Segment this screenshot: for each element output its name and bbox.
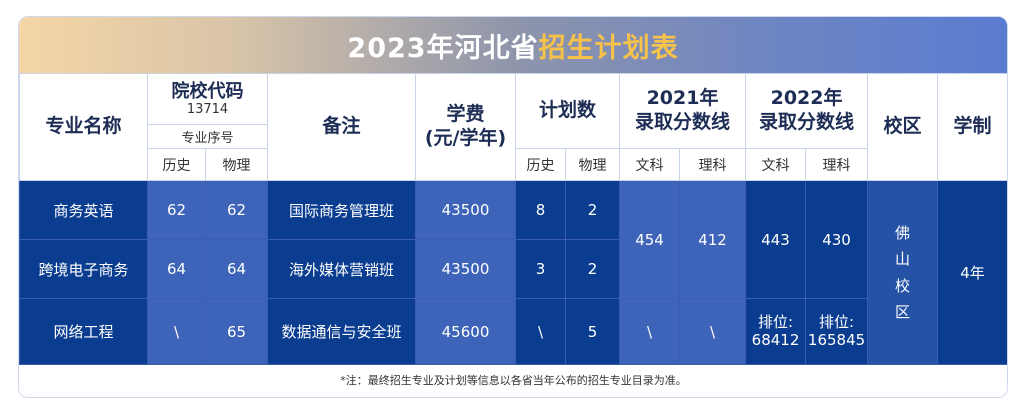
seq-history-cell: 64 bbox=[147, 239, 206, 299]
campus-char: 山 bbox=[895, 250, 911, 269]
seq-history-cell: \ bbox=[147, 298, 206, 365]
title-prefix: 2023年河北省 bbox=[347, 32, 539, 64]
plan-history-cell: 8 bbox=[515, 180, 566, 240]
score-2022-science-cell: 430 bbox=[805, 180, 869, 299]
plan-history-cell: \ bbox=[515, 298, 566, 365]
plan-history-cell: 3 bbox=[515, 239, 566, 299]
campus-char: 区 bbox=[895, 302, 911, 321]
header-major-name: 专业名称 bbox=[19, 73, 148, 181]
tuition-cell: 43500 bbox=[415, 180, 516, 240]
header-2021-arts: 文科 bbox=[619, 148, 681, 181]
header-2022-arts: 文科 bbox=[745, 148, 807, 181]
header-seq-physics: 物理 bbox=[205, 148, 268, 181]
header-tuition: 学费 (元/学年) bbox=[415, 73, 516, 181]
rank-2021-arts-cell: \ bbox=[619, 298, 681, 365]
header-school-code: 院校代码 13714 bbox=[147, 73, 268, 125]
score-2021-arts-cell: 454 bbox=[619, 180, 681, 299]
admission-plan-table: 专业名称 院校代码 13714 备注 学费 (元/学年) 计划数 2021年 录… bbox=[19, 73, 1007, 395]
campus-cell: 佛 山 校 区 bbox=[867, 180, 939, 365]
remark-cell: 数据通信与安全班 bbox=[267, 298, 416, 365]
header-campus: 校区 bbox=[867, 73, 939, 181]
major-name-cell: 商务英语 bbox=[19, 180, 148, 240]
header-2022-science: 理科 bbox=[805, 148, 869, 181]
header-2021-science: 理科 bbox=[679, 148, 747, 181]
header-plan-physics: 物理 bbox=[564, 148, 621, 181]
header-plan-count: 计划数 bbox=[514, 73, 621, 149]
footnote: *注：最终招生专业及计划等信息以各省当年公布的招生专业目录为准。 bbox=[19, 364, 1007, 395]
header-duration: 学制 bbox=[937, 73, 1007, 181]
header-score-2021: 2021年 录取分数线 bbox=[619, 73, 747, 149]
campus-char: 佛 bbox=[895, 224, 911, 242]
major-name-cell: 网络工程 bbox=[19, 298, 148, 365]
plan-physics-cell: 5 bbox=[564, 298, 621, 365]
header-plan-history: 历史 bbox=[515, 148, 566, 181]
page-title: 2023年河北省招生计划表 bbox=[347, 26, 678, 65]
plan-physics-cell: 2 bbox=[564, 180, 621, 240]
duration-cell: 4年 bbox=[937, 180, 1007, 365]
seq-physics-cell: 65 bbox=[205, 298, 268, 365]
tuition-cell: 43500 bbox=[415, 239, 516, 299]
seq-physics-cell: 64 bbox=[205, 239, 268, 299]
tuition-cell: 45600 bbox=[415, 298, 516, 365]
header-remark: 备注 bbox=[267, 73, 416, 181]
header-seq-history: 历史 bbox=[147, 148, 206, 181]
seq-history-cell: 62 bbox=[147, 180, 206, 240]
header-score-2022: 2022年 录取分数线 bbox=[745, 73, 869, 149]
rank-2022-science-cell: 排位: 165845 bbox=[805, 298, 869, 365]
title-highlight: 招生计划表 bbox=[538, 32, 679, 64]
header-major-seq: 专业序号 bbox=[147, 124, 268, 149]
rank-2021-science-cell: \ bbox=[679, 298, 747, 365]
rank-2022-arts-cell: 排位: 68412 bbox=[745, 298, 807, 365]
plan-physics-cell: 2 bbox=[564, 239, 621, 299]
title-bar: 2023年河北省招生计划表 bbox=[19, 17, 1007, 73]
remark-cell: 海外媒体营销班 bbox=[267, 239, 416, 299]
seq-physics-cell: 62 bbox=[205, 180, 268, 240]
campus-char: 校 bbox=[895, 276, 911, 295]
score-2022-arts-cell: 443 bbox=[745, 180, 807, 299]
plan-card: 2023年河北省招生计划表 专业名称 院校代码 13714 备注 学费 (元/学… bbox=[18, 16, 1008, 398]
major-name-cell: 跨境电子商务 bbox=[19, 239, 148, 299]
remark-cell: 国际商务管理班 bbox=[267, 180, 416, 240]
score-2021-science-cell: 412 bbox=[679, 180, 747, 299]
